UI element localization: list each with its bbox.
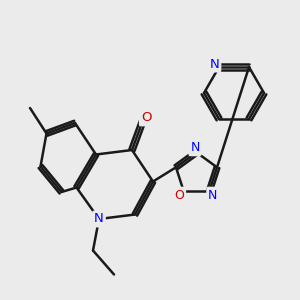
Text: O: O — [141, 111, 152, 124]
Text: N: N — [208, 189, 218, 202]
Text: O: O — [174, 189, 184, 202]
Text: N: N — [210, 58, 219, 70]
Text: N: N — [190, 141, 200, 154]
Text: N: N — [94, 212, 104, 226]
